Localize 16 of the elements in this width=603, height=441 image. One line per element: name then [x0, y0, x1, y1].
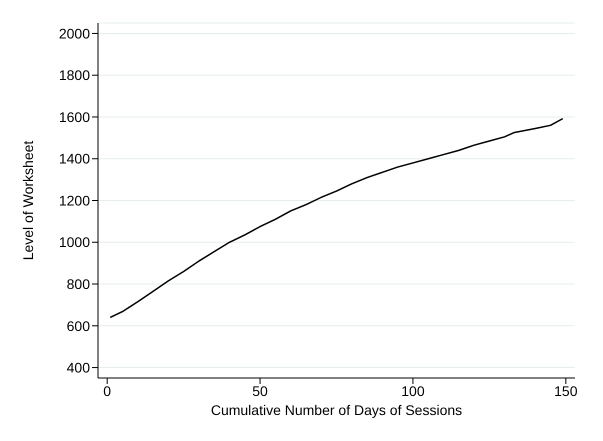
y-tick-label: 1200: [58, 192, 90, 208]
x-axis-title: Cumulative Number of Days of Sessions: [210, 402, 462, 418]
y-tick-label: 1400: [58, 150, 90, 167]
y-tick-label: 600: [66, 318, 90, 334]
x-tick-label: 150: [554, 382, 578, 399]
x-tick-label: 50: [252, 382, 268, 399]
x-tick-label: 100: [401, 382, 425, 399]
y-tick-label: 400: [66, 360, 90, 376]
y-tick-label: 1600: [58, 108, 90, 125]
y-tick-label: 800: [66, 276, 90, 292]
y-tick-label: 1000: [58, 234, 90, 250]
y-tick-label: 2000: [58, 25, 90, 42]
y-tick-label: 1800: [58, 67, 90, 84]
x-tick-label: 0: [103, 382, 112, 399]
line-series: [109, 118, 564, 318]
y-axis-title: Level of Worksheet: [20, 140, 36, 260]
